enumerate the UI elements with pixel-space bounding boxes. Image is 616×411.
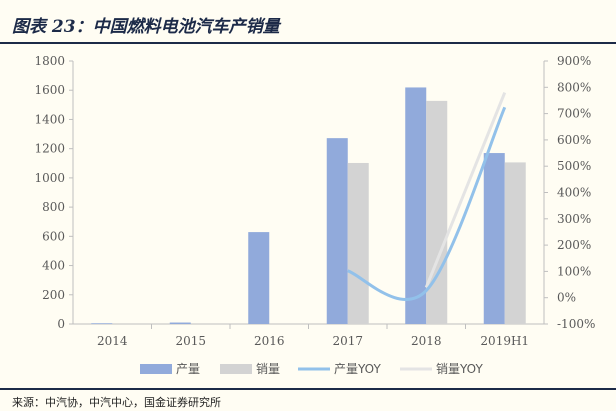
left-tick-label: 400 [42,259,65,273]
right-tick-label: 600% [557,133,591,147]
production-bar [483,153,505,324]
x-tick-label: 2017 [332,334,363,348]
source-bar: 来源：中汽协，中汽中心，国金证券研究所 [0,388,616,411]
x-tick-label: 2018 [411,334,442,348]
legend-label: 产量 [176,362,200,376]
plot-layer: 0 200 400 600 800 1000 1200 1400 1600 1800 -100% 0%… [34,54,595,376]
source-note: 来源：中汽协，中汽中心，国金证券研究所 [12,396,221,409]
left-tick-label: 1600 [34,83,65,97]
right-tick-label: 800% [557,80,591,94]
left-tick-label: 0 [57,317,65,331]
x-tick-label: 2016 [254,334,285,348]
right-tick-label: -100% [557,317,595,331]
left-tick-label: 600 [42,229,65,243]
right-tick-label: 400% [557,186,591,200]
x-tick-label: 2019H1 [480,334,529,348]
left-tick-label: 800 [42,200,65,214]
right-tick-label: 900% [557,54,591,68]
legend-swatch [140,364,172,374]
sales-bar [426,100,448,324]
right-tick-label: 100% [557,264,591,278]
right-tick-label: 500% [557,159,591,173]
left-tick-label: 1000 [34,171,65,185]
production-bar [91,323,113,324]
sales-bar [347,162,369,324]
sales-yoy-line [424,91,507,289]
left-tick-label: 1200 [34,142,65,156]
production-bar [405,87,427,324]
x-tick-label: 2014 [97,334,128,348]
chart: 0 200 400 600 800 1000 1200 1400 1600 1800 -100% 0%… [34,54,595,376]
production-bar [248,232,270,324]
title-bar: 图表 23：中国燃料电池汽车产销量 [0,0,616,44]
x-tick-label: 2015 [175,334,206,348]
legend-label: 销量 [256,362,280,376]
right-tick-label: 0% [557,291,576,305]
production-bar [169,322,191,324]
left-tick-label: 1400 [34,112,65,126]
left-tick-label: 1800 [34,54,65,68]
sales-bar [504,162,526,324]
right-tick-label: 200% [557,238,591,252]
left-tick-label: 200 [42,288,65,302]
right-tick-label: 300% [557,212,591,226]
production-bar [326,138,348,324]
production-yoy-line [347,106,507,301]
legend-label: 产量YOY [334,362,381,376]
legend-swatch [220,364,252,374]
chart-title: 图表 23：中国燃料电池汽车产销量 [12,17,280,37]
legend-label: 销量YOY [436,362,483,376]
right-tick-label: 700% [557,107,591,121]
